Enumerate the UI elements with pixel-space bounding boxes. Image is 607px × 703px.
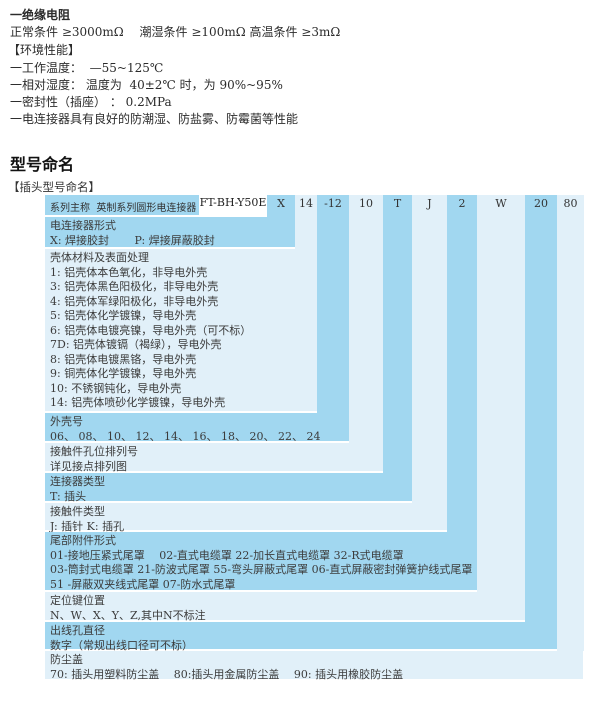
block-connector-form: 电连接器形式 X: 焊接胶封 P: 焊接屏蔽胶封 [45,217,295,247]
field-line: 70: 插头用塑料防尘盖 80:插头用金属防尘盖 90: 插头用橡胶防尘盖 [50,667,404,681]
code-contact-arrangement: 10 [359,197,373,210]
code-contact-type: J [427,197,432,210]
column-stripe-rear-accessory [447,195,477,532]
field-line: 51 -屏蔽双夹线式尾罩 07-防水式尾罩 [50,577,236,591]
code-rear-accessory: 2 [458,197,466,210]
column-stripe-key-position [477,195,525,592]
code-shell-material: 14 [299,197,313,210]
field-title: 外壳号 [50,415,83,428]
field-title: 接触件孔位排列号 [50,445,138,458]
field-line: 数字（常规出线口径可不标） [50,638,193,652]
block-shell-size: 外壳号 06、 08、 10、 12、 14、 16、 18、 20、 22、 … [45,413,349,443]
column-stripe-dust-cap [557,195,584,651]
env-item-sealing: 一密封性（插座） ： 0.2MPa [10,95,172,109]
field-line: 10: 不锈钢钝化，导电外壳 [50,381,182,395]
code-wire-hole-diameter: 20 [534,197,548,210]
env-item-relative-humidity: 一相对湿度： 温度为 40±2℃ 时，为 90%~95% [10,78,283,92]
column-stripe-contact-arrangement [349,195,383,443]
field-title: 接触件类型 [50,505,105,518]
field-line: 4: 铝壳体军绿阳极化，非导电外壳 [50,294,219,308]
field-line: 1: 铝壳体本色氧化，非导电外壳 [50,265,208,279]
column-stripe-connector-type [383,195,412,473]
block-contact-type: 接触件类型 J: 插针 K: 插孔 [45,503,447,533]
block-key-position: 定位键位置 N、W、X、Y、Z,其中N不标注 [45,592,525,622]
field-line: 14: 铝壳体喷砂化学镀镍，导电外壳 [50,396,226,409]
field-line: 01-接地压紧式尾罩 02-直式电缆罩 22-加长直式电缆罩 32-R式电缆罩 [50,548,404,562]
column-stripe-wire-hole-diameter [525,195,557,622]
series-code-cell [199,195,267,215]
column-stripe-contact-type [412,195,447,503]
column-stripe-shell-material [295,195,317,249]
field-line: 8: 铝壳体电镀黑铬，导电外壳 [50,352,197,366]
field-line: 详见接点排列图 [50,459,127,473]
series-label: 系列主称 英制系列圆形电连接器 [50,203,197,214]
code-key-position: W [495,197,507,210]
field-line: T: 插头 [50,489,87,503]
field-title: 连接器类型 [50,475,105,488]
field-line: J: 插针 K: 插孔 [50,519,125,533]
field-title: 电连接器形式 [50,219,116,232]
block-dust-cap: 防尘盖 70: 插头用塑料防尘盖 80:插头用金属防尘盖 90: 插头用橡胶防尘… [45,651,583,681]
column-stripe-connector-form [267,195,295,217]
field-title: 出线孔直径 [50,624,105,637]
field-line: 7D: 铝壳体镀镉（褐绿），导电外壳 [50,338,222,351]
field-title: 尾部附件形式 [50,534,116,547]
block-wire-hole-diameter: 出线孔直径 数字（常规出线口径可不标） [45,622,557,652]
series-code: FT-BH-Y50E [199,196,267,209]
code-connector-form: X [277,197,285,210]
column-stripe-shell-size [317,195,349,413]
field-line: X: 焊接胶封 P: 焊接屏蔽胶封 [50,233,215,247]
field-line: N、W、X、Y、Z,其中N不标注 [50,608,206,622]
block-rear-accessory: 尾部附件形式 01-接地压紧式尾罩 02-直式电缆罩 22-加长直式电缆罩 32… [45,532,477,591]
subsection-title-plug-model-naming: 【插头型号命名】 [8,180,100,194]
code-connector-type: T [393,197,402,210]
code-dust-cap: 80 [563,197,578,210]
block-shell-material: 壳体材料及表面处理 1: 铝壳体本色氧化，非导电外壳 3: 铝壳体黑色阳极化，非… [45,249,317,411]
field-line: 5: 铝壳体化学镀镍，导电外壳 [50,309,197,322]
field-line: 06、 08、 10、 12、 14、 16、 18、 20、 22、 24 [50,429,321,443]
field-title: 定位键位置 [50,594,105,607]
field-line: 9: 铜壳体化学镀镍，导电外壳 [50,367,197,380]
field-line: 03-筒封式电缆罩 21-防波式尾罩 55-弯头屏蔽式尾罩 06-直式屏蔽密封弹… [50,563,473,576]
field-line: 6: 铝壳体电镀亮镍，导电外壳（可不标） [50,323,252,337]
environment-performance-header: 【环境性能】 [8,43,81,57]
field-title: 壳体材料及表面处理 [50,251,149,264]
block-connector-type: 连接器类型 T: 插头 [45,473,412,503]
insulation-resistance-values: 正常条件 ≥3000mΩ 潮湿条件 ≥100mΩ 高温条件 ≥3mΩ [10,25,341,39]
code-shell-size: -12 [324,197,342,210]
section-title-model-naming: 型号命名 [10,155,75,174]
field-line: 3: 铝壳体黑色阳极化，非导电外壳 [50,280,219,293]
env-item-protection: 一电连接器具有良好的防潮湿、防盐雾、防霉菌等性能 [10,112,299,126]
field-title: 防尘盖 [50,653,83,666]
env-item-operating-temperature: 一工作温度： —55~125℃ [10,61,164,75]
series-label-cell: 系列主称 英制系列圆形电连接器 [45,195,199,215]
block-contact-arrangement: 接触件孔位排列号 详见接点排列图 [45,443,383,473]
insulation-resistance-title: 一绝缘电阻 [10,8,71,22]
